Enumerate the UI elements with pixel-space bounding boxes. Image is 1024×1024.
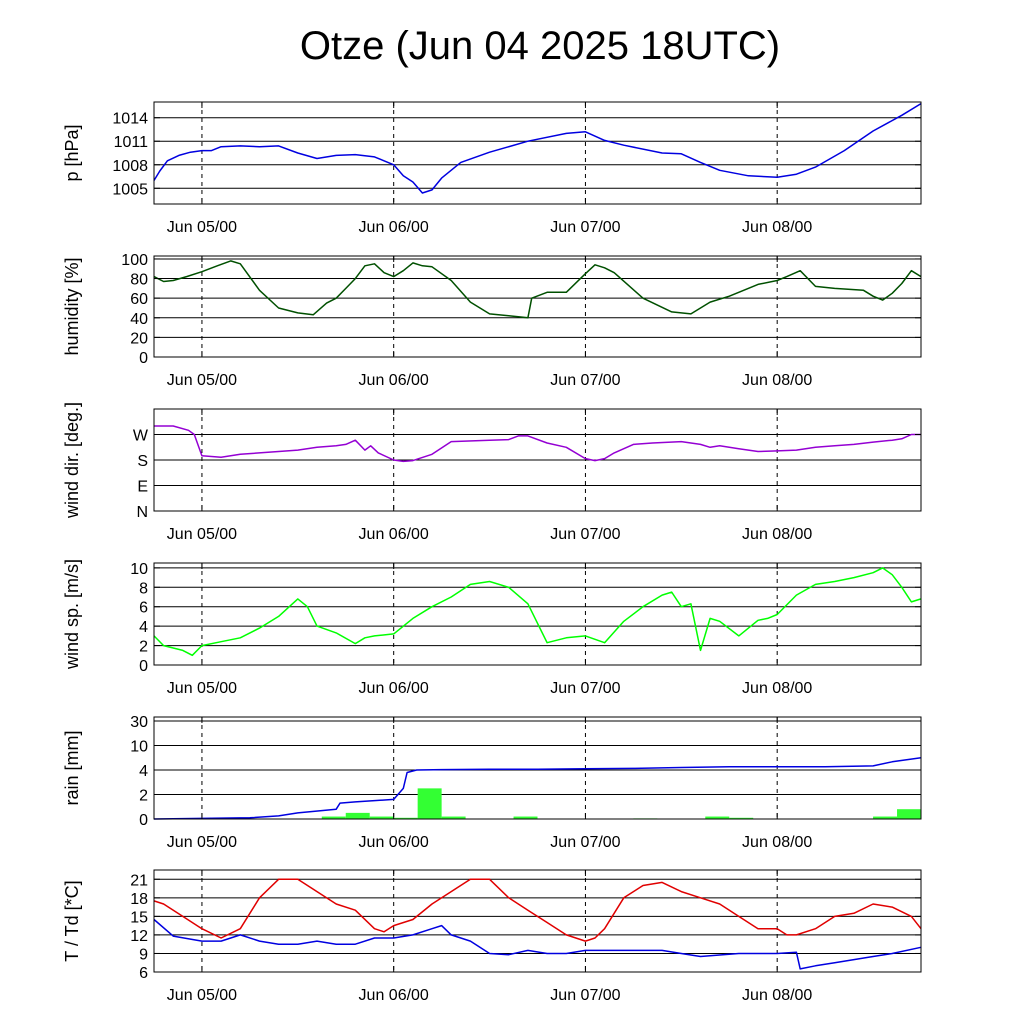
y-tick-label: 18 <box>130 891 148 908</box>
x-tick-label: Jun 07/00 <box>550 372 620 389</box>
x-tick-label: Jun 06/00 <box>359 680 429 697</box>
series-line <box>153 567 922 657</box>
x-tick-label: Jun 08/00 <box>742 219 812 236</box>
x-tick-label: Jun 07/00 <box>550 526 620 543</box>
y-tick-label: 6 <box>139 600 148 617</box>
y-tick-label: 10 <box>130 739 148 756</box>
y-tick-label: 1005 <box>112 181 148 198</box>
x-tick-label: Jun 08/00 <box>742 372 812 389</box>
x-tick-label: Jun 06/00 <box>359 834 429 851</box>
x-tick-label: Jun 08/00 <box>742 526 812 543</box>
x-tick-label: Jun 05/00 <box>167 526 237 543</box>
y-tick-label: 1011 <box>114 134 149 151</box>
x-tick-label: Jun 05/00 <box>167 834 237 851</box>
plot-frame <box>153 562 922 666</box>
y-tick-label: 0 <box>139 658 148 675</box>
x-tick-label: Jun 07/00 <box>550 987 620 1004</box>
y-tick-label: 40 <box>130 311 148 328</box>
y-tick-label: 0 <box>139 350 148 367</box>
series-line <box>153 918 922 970</box>
panel-3: 0 2 4 6 8 10 Jun 05/00 Jun 06/00 Jun 07/00 Jun 08… <box>62 559 922 697</box>
series-line <box>153 102 922 194</box>
rain-bar <box>417 788 442 819</box>
plot-frame <box>153 101 922 205</box>
series-line <box>153 878 922 942</box>
y-tick-label: 2 <box>139 788 148 805</box>
y-tick-label: 21 <box>130 872 148 889</box>
x-tick-label: Jun 05/00 <box>167 372 237 389</box>
y-tick-label: N <box>136 504 148 521</box>
plot-frame <box>153 716 922 820</box>
y-axis-label: humidity [%] <box>62 257 82 355</box>
y-axis-label: wind dir. [deg.] <box>62 402 82 519</box>
y-tick-label: 4 <box>139 763 148 780</box>
y-tick-label: 10 <box>130 561 148 578</box>
x-tick-label: Jun 05/00 <box>167 219 237 236</box>
plot-frame <box>153 869 922 973</box>
y-tick-label: 80 <box>130 272 148 289</box>
y-axis-label: wind sp. [m/s] <box>62 559 82 670</box>
y-tick-label: 60 <box>130 291 148 308</box>
y-tick-label: 1008 <box>112 158 148 175</box>
x-tick-label: Jun 06/00 <box>359 526 429 543</box>
panel-0: 1005 1008 1011 1014 Jun 05/00 Jun 06/00 Jun 07… <box>62 101 922 236</box>
y-tick-label: 15 <box>130 909 148 926</box>
x-tick-label: Jun 06/00 <box>359 987 429 1004</box>
y-tick-label: 4 <box>139 619 148 636</box>
rain-bar <box>345 812 370 819</box>
y-tick-label: 20 <box>130 330 148 347</box>
rain-bar <box>729 817 754 819</box>
series-line <box>154 425 921 463</box>
y-tick-label: 30 <box>130 714 148 731</box>
chart-title: Otze (Jun 04 2025 18UTC) <box>299 24 781 68</box>
panel-4: 0 2 4 10 30 Jun 05/00 Jun 06/00 Jun 07/00 Jun 08… <box>62 714 922 851</box>
rain-bar <box>321 816 346 819</box>
x-tick-label: Jun 08/00 <box>742 834 812 851</box>
x-tick-label: Jun 08/00 <box>742 987 812 1004</box>
x-tick-label: Jun 06/00 <box>359 219 429 236</box>
y-tick-label: 0 <box>139 812 148 829</box>
y-tick-label: W <box>133 428 149 445</box>
y-tick-label: S <box>137 453 148 470</box>
rain-bar <box>705 816 730 819</box>
y-tick-label: 12 <box>130 928 148 945</box>
rain-bar <box>369 816 394 819</box>
rain-bar <box>441 816 466 819</box>
y-axis-label: T / Td [*C] <box>62 880 82 961</box>
y-tick-label: 2 <box>139 639 148 656</box>
rain-bar <box>393 817 418 819</box>
y-tick-label: 1014 <box>112 111 148 128</box>
y-tick-label: 8 <box>139 580 148 597</box>
series-line <box>153 757 922 820</box>
x-tick-label: Jun 05/00 <box>167 680 237 697</box>
x-tick-label: Jun 07/00 <box>550 219 620 236</box>
y-tick-label: 9 <box>139 946 148 963</box>
x-tick-label: Jun 08/00 <box>742 680 812 697</box>
x-tick-label: Jun 06/00 <box>359 372 429 389</box>
x-tick-label: Jun 07/00 <box>550 680 620 697</box>
y-tick-label: E <box>137 479 148 496</box>
rain-bar <box>897 809 921 819</box>
y-axis-label: p [hPa] <box>62 124 82 181</box>
series-line <box>153 260 922 319</box>
y-axis-label: rain [mm] <box>62 730 82 805</box>
x-tick-label: Jun 05/00 <box>167 987 237 1004</box>
panel-1: 0 20 40 60 80 100 Jun 05/00 Jun 06/00 Jun 07/00 J… <box>62 252 922 389</box>
y-tick-label: 6 <box>139 965 148 982</box>
x-tick-label: Jun 07/00 <box>550 834 620 851</box>
rain-bar <box>873 816 898 819</box>
rain-bar <box>513 816 538 819</box>
plot-frame <box>153 255 922 358</box>
y-tick-label: 100 <box>121 252 148 269</box>
